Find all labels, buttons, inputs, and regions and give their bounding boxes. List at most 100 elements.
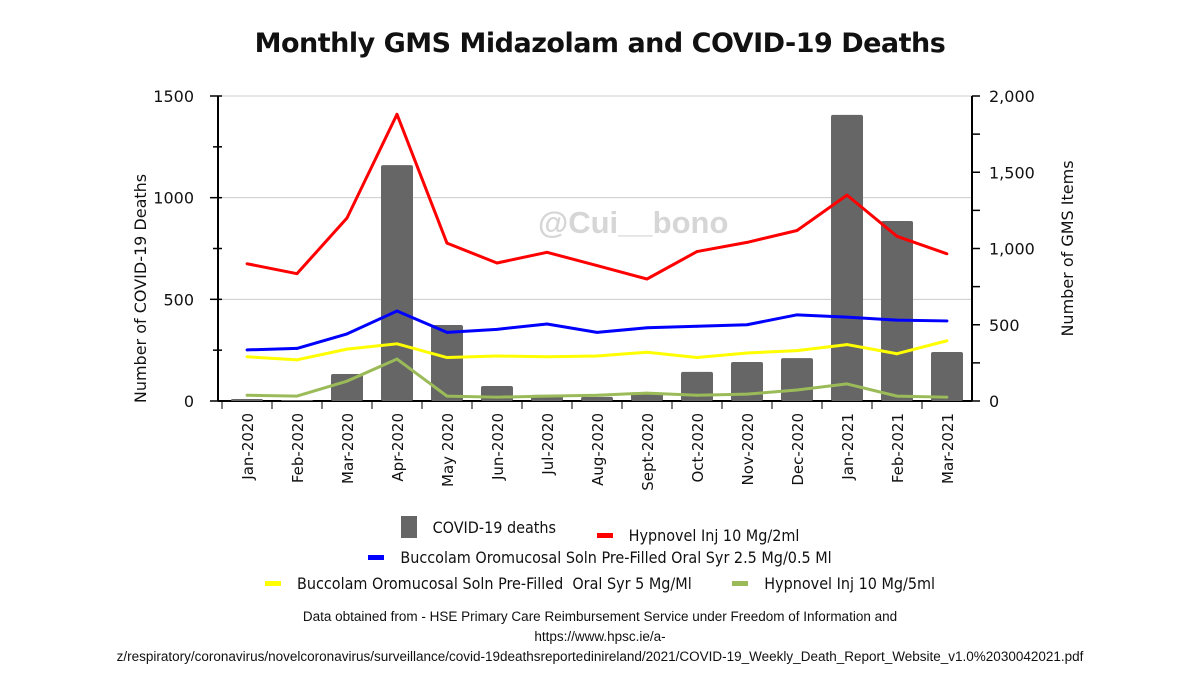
left-tick-label: 0 — [184, 392, 194, 411]
footer-url-line-2: z/respiratory/coronavirus/novelcoronavir… — [116, 649, 1084, 664]
left-axis-label: Number of COVID-19 Deaths — [131, 174, 150, 403]
line-point — [945, 252, 949, 256]
line-point — [595, 264, 599, 267]
bar-covid-deaths — [431, 324, 463, 401]
line-point — [645, 350, 649, 354]
line-point — [895, 394, 899, 398]
line-point — [645, 277, 649, 281]
bar-covid-deaths — [281, 399, 313, 401]
legend-item-hypnovel-5ml: Hypnovel Inj 10 Mg/5ml — [732, 574, 935, 593]
line-point — [495, 261, 499, 265]
line-point — [445, 356, 449, 359]
line-point — [595, 354, 599, 358]
x-tick-label: Oct-2020 — [689, 413, 707, 483]
line-point — [445, 330, 449, 334]
x-tick-label: Jul-2020 — [539, 413, 557, 476]
x-tick-label: Mar-2020 — [339, 413, 357, 484]
line-point — [395, 357, 399, 361]
line-point — [345, 379, 349, 383]
line-point — [295, 272, 299, 276]
legend-swatch — [596, 533, 613, 538]
legend-row-3: Buccolam Oromucosal Soln Pre-Filled Oral… — [0, 571, 1200, 593]
left-tick-label: 500 — [163, 290, 194, 309]
legend-item-hypnovel-2ml: Hypnovel Inj 10 Mg/2ml — [596, 526, 800, 545]
line-point — [395, 342, 399, 346]
legend-swatch — [368, 555, 385, 560]
x-tick-label: May 2020 — [439, 413, 457, 487]
bar-covid-deaths — [481, 385, 513, 401]
line-point — [895, 352, 899, 356]
bar-covid-deaths — [731, 361, 763, 401]
x-tick-label: Aug-2020 — [589, 413, 607, 486]
bar-covid-deaths — [231, 398, 263, 401]
line-point — [795, 313, 799, 317]
line-point — [745, 241, 749, 244]
line-point — [895, 234, 899, 238]
legend-label: Buccolam Oromucosal Soln Pre-Filled Oral… — [296, 574, 692, 593]
legend-item-buccolam-2-5: Buccolam Oromucosal Soln Pre-Filled Oral… — [368, 548, 832, 567]
line-point — [845, 193, 849, 197]
right-tick-label: 500 — [989, 316, 1020, 335]
line-point — [295, 394, 299, 398]
watermark: @Cui__bono — [538, 205, 729, 240]
x-tick-label: Feb-2020 — [289, 413, 307, 483]
legend-item-buccolam-5: Buccolam Oromucosal Soln Pre-Filled Oral… — [264, 574, 692, 593]
bar-covid-deaths — [831, 114, 863, 401]
x-tick-label: Jan-2020 — [239, 413, 257, 481]
legend-label: COVID-19 deaths — [432, 517, 557, 537]
line-point — [645, 391, 649, 395]
line-point — [345, 216, 349, 220]
x-tick-label: Jun-2020 — [489, 413, 507, 481]
x-tick-label: Feb-2021 — [889, 413, 907, 483]
line-point — [795, 349, 799, 353]
footer-source-line: Data obtained from - HSE Primary Care Re… — [302, 609, 898, 624]
bar-covid-deaths — [881, 221, 913, 401]
bar-covid-deaths — [931, 351, 963, 401]
line-point — [595, 393, 599, 397]
right-tick-label: 0 — [989, 392, 999, 411]
line-point — [945, 395, 949, 399]
x-tick-label: Jan-2021 — [839, 413, 857, 481]
line-point — [795, 229, 799, 232]
left-tick-label: 1500 — [153, 87, 194, 106]
bar-covid-deaths — [381, 165, 413, 401]
legend-row-2: Buccolam Oromucosal Soln Pre-Filled Oral… — [0, 545, 1200, 567]
left-tick-label: 1000 — [153, 189, 194, 208]
line-point — [395, 309, 399, 313]
x-tick-label: Dec-2020 — [789, 413, 807, 486]
bar-covid-deaths — [581, 396, 613, 401]
line-point — [645, 326, 649, 330]
line-point — [245, 348, 249, 352]
legend-label: Buccolam Oromucosal Soln Pre-Filled Oral… — [400, 548, 832, 567]
line-point — [795, 388, 799, 392]
line-point — [395, 112, 399, 116]
line-point — [545, 250, 549, 254]
line-point — [495, 395, 499, 399]
line-point — [745, 392, 749, 396]
right-tick-label: 1,500 — [989, 163, 1035, 182]
line-point — [945, 339, 949, 343]
line-point — [845, 343, 849, 346]
line-point — [345, 332, 349, 336]
legend-label: Hypnovel Inj 10 Mg/5ml — [764, 574, 936, 593]
legend-swatch — [732, 581, 749, 586]
line-point — [695, 356, 699, 359]
line-point — [695, 250, 699, 253]
line-point — [545, 322, 549, 326]
line-point — [895, 318, 899, 322]
line-point — [495, 354, 499, 358]
line-point — [695, 324, 699, 328]
line-point — [245, 355, 249, 359]
footer-url-line-1: https://www.hpsc.ie/a- — [534, 629, 666, 644]
line-point — [445, 241, 449, 245]
legend-swatch — [264, 581, 281, 586]
legend-label: Hypnovel Inj 10 Mg/2ml — [628, 526, 800, 545]
bar-covid-deaths — [781, 358, 813, 401]
right-tick-label: 1,000 — [989, 240, 1035, 259]
chart-plot: 0 500 1000 1500 Number of COVID-19 Deaths 0 50… — [131, 87, 1077, 491]
line-point — [345, 347, 349, 351]
line-point — [295, 358, 299, 362]
line-point — [495, 327, 499, 331]
legend-item-covid-deaths: COVID-19 deaths — [400, 516, 557, 538]
chart-title: Monthly GMS Midazolam and COVID-19 Death… — [254, 28, 946, 59]
